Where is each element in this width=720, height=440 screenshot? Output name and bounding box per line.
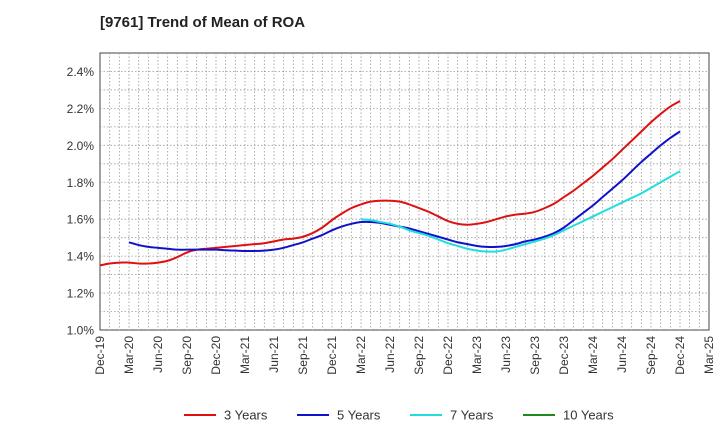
x-tick-label: Mar-20 (122, 336, 136, 374)
series-layer (99, 100, 681, 267)
x-tick-label: Jun-21 (267, 336, 281, 373)
x-tick-label: Sep-21 (296, 336, 310, 375)
x-tick-label: Dec-19 (93, 336, 107, 375)
plot-area (99, 52, 710, 331)
x-tick-label: Mar-25 (702, 336, 716, 374)
y-tick-label: 1.0% (67, 324, 95, 338)
legend-label: 3 Years (224, 408, 268, 423)
y-axis-ticks: 1.0% 1.2% 1.4% 1.6% 1.8% 2.0% 2.2% 2.4% (67, 65, 95, 338)
x-tick-label: Sep-20 (180, 336, 194, 375)
x-tick-label: Sep-23 (528, 336, 542, 375)
x-tick-label: Dec-24 (673, 336, 687, 375)
x-tick-label: Dec-21 (325, 336, 339, 375)
y-tick-label: 2.4% (67, 65, 95, 79)
x-tick-label: Dec-20 (209, 336, 223, 375)
legend-label: 10 Years (563, 408, 614, 423)
x-tick-label: Sep-22 (412, 336, 426, 375)
x-tick-label: Mar-23 (470, 336, 484, 374)
x-tick-label: Sep-24 (644, 336, 658, 375)
x-tick-label: Jun-20 (151, 336, 165, 373)
x-tick-label: Dec-23 (557, 336, 571, 375)
y-tick-label: 1.4% (67, 250, 95, 264)
legend-label: 5 Years (337, 408, 381, 423)
x-tick-label: Jun-22 (383, 336, 397, 373)
y-tick-label: 1.8% (67, 176, 95, 190)
x-axis-ticks: Dec-19 Mar-20 Jun-20 Sep-20 Dec-20 Mar-21 Jun-… (93, 336, 716, 375)
legend-label: 7 Years (450, 408, 494, 423)
y-tick-label: 1.2% (67, 287, 95, 301)
x-tick-label: Jun-23 (499, 336, 513, 373)
grid-layer (100, 53, 709, 330)
x-tick-label: Mar-22 (354, 336, 368, 374)
x-tick-label: Dec-22 (441, 336, 455, 375)
y-tick-label: 2.0% (67, 139, 95, 153)
y-tick-label: 2.2% (67, 102, 95, 116)
x-tick-label: Mar-24 (586, 336, 600, 374)
series-line-7-years (360, 170, 681, 253)
x-tick-label: Jun-24 (615, 336, 629, 373)
chart-title: [9761] Trend of Mean of ROA (100, 14, 306, 31)
y-tick-label: 1.6% (67, 213, 95, 227)
x-tick-label: Mar-21 (238, 336, 252, 374)
legend: 3 Years 5 Years 7 Years 10 Years (184, 408, 614, 423)
